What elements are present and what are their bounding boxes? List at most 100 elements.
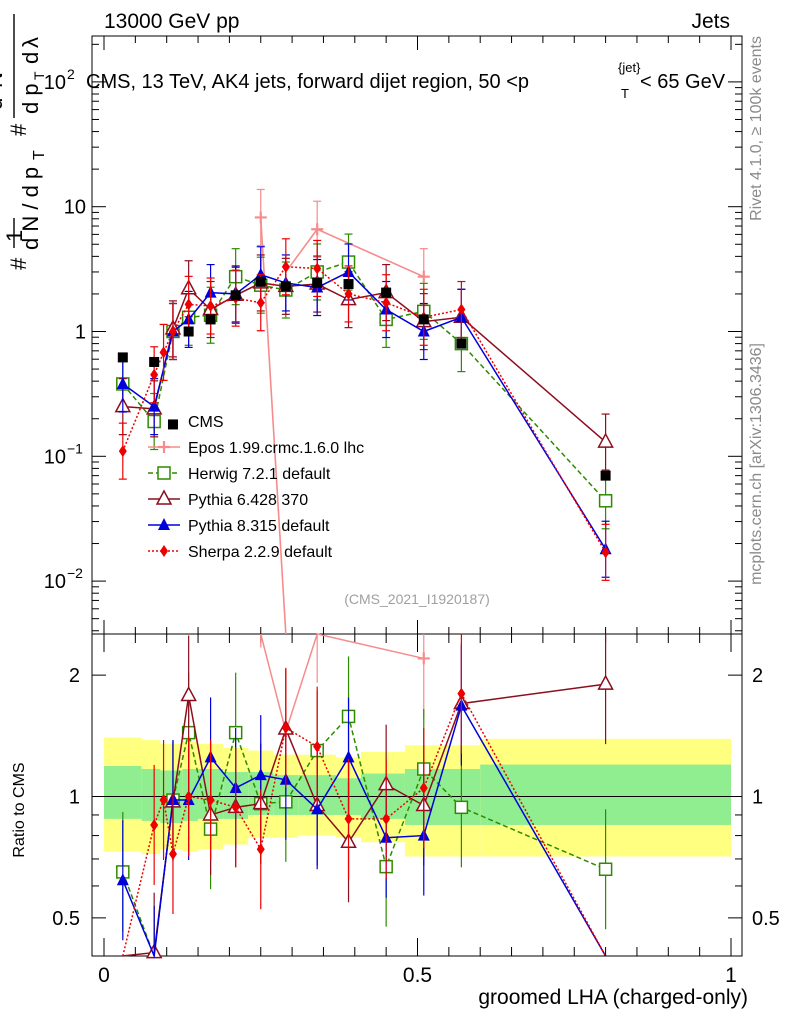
- ratio-point-py8: [311, 802, 324, 815]
- ratio-point-sherpa: [184, 790, 193, 803]
- point-data: [600, 470, 611, 481]
- series-data: [117, 276, 611, 481]
- ratio-point-sherpa: [382, 812, 391, 825]
- legend-item-py8: Pythia 8.315 default: [148, 518, 330, 535]
- point-epos: [254, 211, 267, 224]
- svg-text:d: d: [0, 98, 7, 110]
- ratio-ytick-label-right: 1: [752, 787, 763, 809]
- header-left: 13000 GeV pp: [104, 10, 239, 33]
- svg-text:d p: d p: [18, 83, 43, 114]
- ratio-point-py8: [254, 768, 267, 781]
- ratio-series-sherpa: [122, 634, 607, 957]
- chart-title: CMS, 13 TeV, AK4 jets, forward dijet reg…: [86, 60, 726, 101]
- legend-item-sherpa: Sherpa 2.2.9 default: [148, 544, 333, 561]
- legend: CMS Epos 1.99.crmc.1.6.0 lhc Herwig 7.2.1 …: [148, 414, 364, 561]
- legend-label: Sherpa 2.2.9 default: [188, 544, 333, 561]
- point-sherpa: [206, 300, 215, 313]
- ratio-point-sherpa: [344, 812, 353, 825]
- ratio-ytick-label-right: 0.5: [752, 908, 780, 930]
- svg-text:< 65 GeV: < 65 GeV: [640, 71, 726, 93]
- ratio-ylabel: Ratio to CMS: [11, 762, 28, 857]
- point-data: [230, 290, 241, 301]
- point-data: [418, 314, 429, 325]
- point-py6: [597, 432, 614, 448]
- point-sherpa: [184, 298, 193, 311]
- main-ytick-text: 10: [44, 72, 66, 94]
- legend-marker: [158, 441, 170, 453]
- point-data: [183, 326, 194, 337]
- legend-label: Epos 1.99.crmc.1.6.0 lhc: [188, 440, 364, 457]
- x-tick-label: 0: [98, 964, 110, 987]
- legend-label: Pythia 8.315 default: [188, 518, 330, 535]
- point-sherpa: [150, 368, 159, 381]
- svg-text:N: N: [0, 72, 7, 88]
- legend-marker: [158, 518, 170, 530]
- main-ytick-label: 10 −2: [44, 565, 83, 593]
- series-sherpa: [118, 238, 610, 581]
- main-ytick-text: 10: [44, 571, 66, 593]
- svg-text:T: T: [621, 86, 629, 101]
- rivet-label: Rivet 4.1.0, ≥ 100k events: [748, 36, 765, 221]
- ratio-point-py6: [180, 685, 197, 702]
- x-tick-label: 0.5: [403, 964, 432, 987]
- band-inner: [104, 766, 142, 819]
- point-data: [280, 281, 291, 292]
- legend-marker: [157, 466, 171, 480]
- svg-text:CMS, 13 TeV, AK4 jets, forward: CMS, 13 TeV, AK4 jets, forward dijet reg…: [86, 71, 529, 93]
- point-data: [205, 314, 216, 325]
- ratio-ytick-label-right: 2: [752, 665, 763, 687]
- point-sherpa: [281, 260, 290, 273]
- svg-text:d N / d p: d N / d p: [18, 167, 43, 250]
- svg-text:d: d: [18, 52, 43, 64]
- point-sherpa: [159, 346, 168, 359]
- main-ylabel: # 1 d N / d p T # d 2 N d p T d λ: [0, 14, 48, 270]
- ratio-point-herwig: [598, 862, 613, 877]
- x-tick-label: 1: [725, 964, 737, 987]
- svg-text:{jet}: {jet}: [618, 60, 641, 75]
- main-ytick-exp: 2: [67, 66, 75, 82]
- legend-marker: [155, 489, 173, 505]
- x-axis-label: groomed LHA (charged-only): [478, 986, 748, 1009]
- main-ytick-label: 10 −1: [44, 440, 83, 468]
- legend-item-data: CMS: [188, 414, 224, 431]
- legend-item-herwig: Herwig 7.2.1 default: [148, 466, 331, 483]
- legend-label: Herwig 7.2.1 default: [188, 466, 331, 483]
- point-data: [312, 277, 323, 288]
- ratio-line-epos: [260, 633, 424, 735]
- mcplots-label: mcplots.cern.ch [arXiv:1306.3436]: [748, 343, 765, 585]
- ratio-point-sherpa: [168, 848, 177, 861]
- point-data: [117, 352, 128, 363]
- point-data: [456, 338, 467, 349]
- ratio-point-py8: [342, 750, 355, 763]
- ratio-point-sherpa: [206, 794, 215, 807]
- point-data: [149, 356, 160, 367]
- point-sherpa: [118, 445, 127, 458]
- point-epos: [417, 270, 430, 283]
- svg-text:#: #: [6, 257, 31, 270]
- ratio-point-py8: [116, 873, 129, 886]
- legend-label: CMS: [188, 414, 224, 431]
- svg-text:λ: λ: [18, 37, 43, 48]
- point-epos: [311, 223, 324, 236]
- point-py8: [116, 376, 129, 389]
- ratio-point-herwig: [454, 800, 469, 815]
- ratio-point-epos: [417, 652, 430, 665]
- point-herwig: [598, 494, 613, 508]
- point-sherpa: [168, 325, 177, 338]
- ratio-ytick-label: 0.5: [52, 908, 80, 930]
- point-data: [167, 419, 178, 430]
- main-ytick-label: 10 2: [44, 66, 75, 94]
- ratio-point-sherpa: [231, 801, 240, 814]
- main-ytick-text: 10: [64, 197, 86, 219]
- header-right: Jets: [691, 10, 730, 33]
- point-py8: [254, 267, 267, 280]
- main-ytick-label: 1: [75, 322, 86, 344]
- ratio-ytick-label: 1: [69, 787, 80, 809]
- ratio-point-py6: [597, 674, 614, 690]
- legend-marker: [160, 545, 168, 557]
- ratio-point-sherpa: [281, 721, 290, 734]
- analysis-watermark: (CMS_2021_I1920187): [344, 591, 490, 607]
- main-ytick-label: 10: [64, 197, 86, 219]
- svg-text:T: T: [31, 150, 48, 160]
